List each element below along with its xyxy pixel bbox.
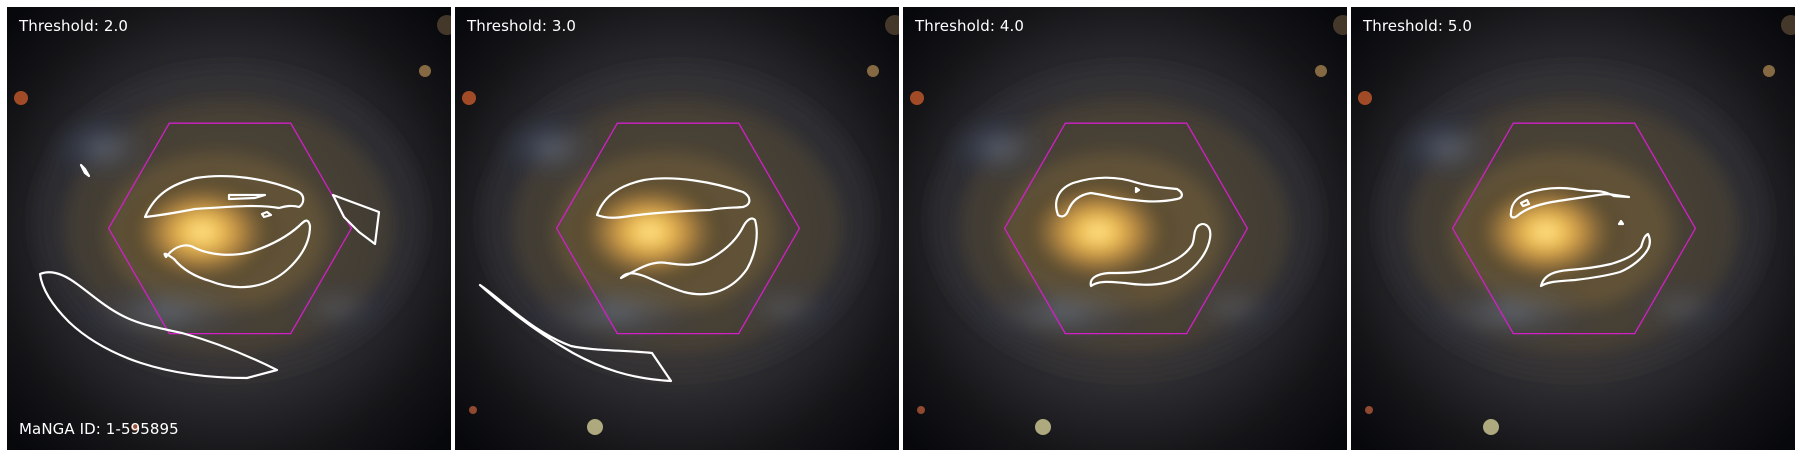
ifu-hexagon — [1003, 122, 1249, 335]
galaxy-disk — [34, 66, 424, 376]
threshold-label-4: Threshold: 4.0 — [914, 17, 1024, 35]
galaxy-image-threshold-3: Threshold: 3.0 — [455, 7, 899, 450]
foreground-stars — [910, 15, 1347, 435]
contours-threshold-5 — [1509, 186, 1651, 288]
galaxy-panel-threshold-4: Threshold: 4.0 — [903, 7, 1347, 450]
contours-threshold-3 — [478, 177, 758, 383]
galaxy-image-threshold-2: Threshold: 2.0 MaNGA ID: 1-595895 — [7, 7, 451, 450]
galaxy-panel-threshold-5: Threshold: 5.0 — [1351, 7, 1795, 450]
galaxy-panel-threshold-3: Threshold: 3.0 — [455, 7, 899, 450]
threshold-label-3: Threshold: 3.0 — [466, 17, 576, 35]
galaxy-panel-threshold-2: Threshold: 2.0 MaNGA ID: 1-595895 — [7, 7, 451, 450]
threshold-label-2: Threshold: 2.0 — [18, 17, 128, 35]
threshold-label-5: Threshold: 5.0 — [1362, 17, 1472, 35]
foreground-stars — [1358, 15, 1795, 435]
ifu-hexagon — [555, 122, 801, 335]
galaxy-image-threshold-4: Threshold: 4.0 — [903, 7, 1347, 450]
contours-threshold-4 — [1055, 176, 1212, 288]
foreground-stars — [14, 15, 451, 431]
galaxy-disk — [1378, 66, 1768, 376]
ifu-hexagon — [1451, 122, 1697, 335]
galaxy-disk — [930, 66, 1320, 376]
contours-threshold-2 — [38, 163, 381, 380]
ifu-hexagon — [107, 122, 353, 335]
galaxy-disk — [482, 66, 872, 376]
manga-id-label: MaNGA ID: 1-595895 — [19, 420, 179, 438]
galaxy-image-threshold-5: Threshold: 5.0 — [1351, 7, 1795, 450]
foreground-stars — [462, 15, 899, 435]
